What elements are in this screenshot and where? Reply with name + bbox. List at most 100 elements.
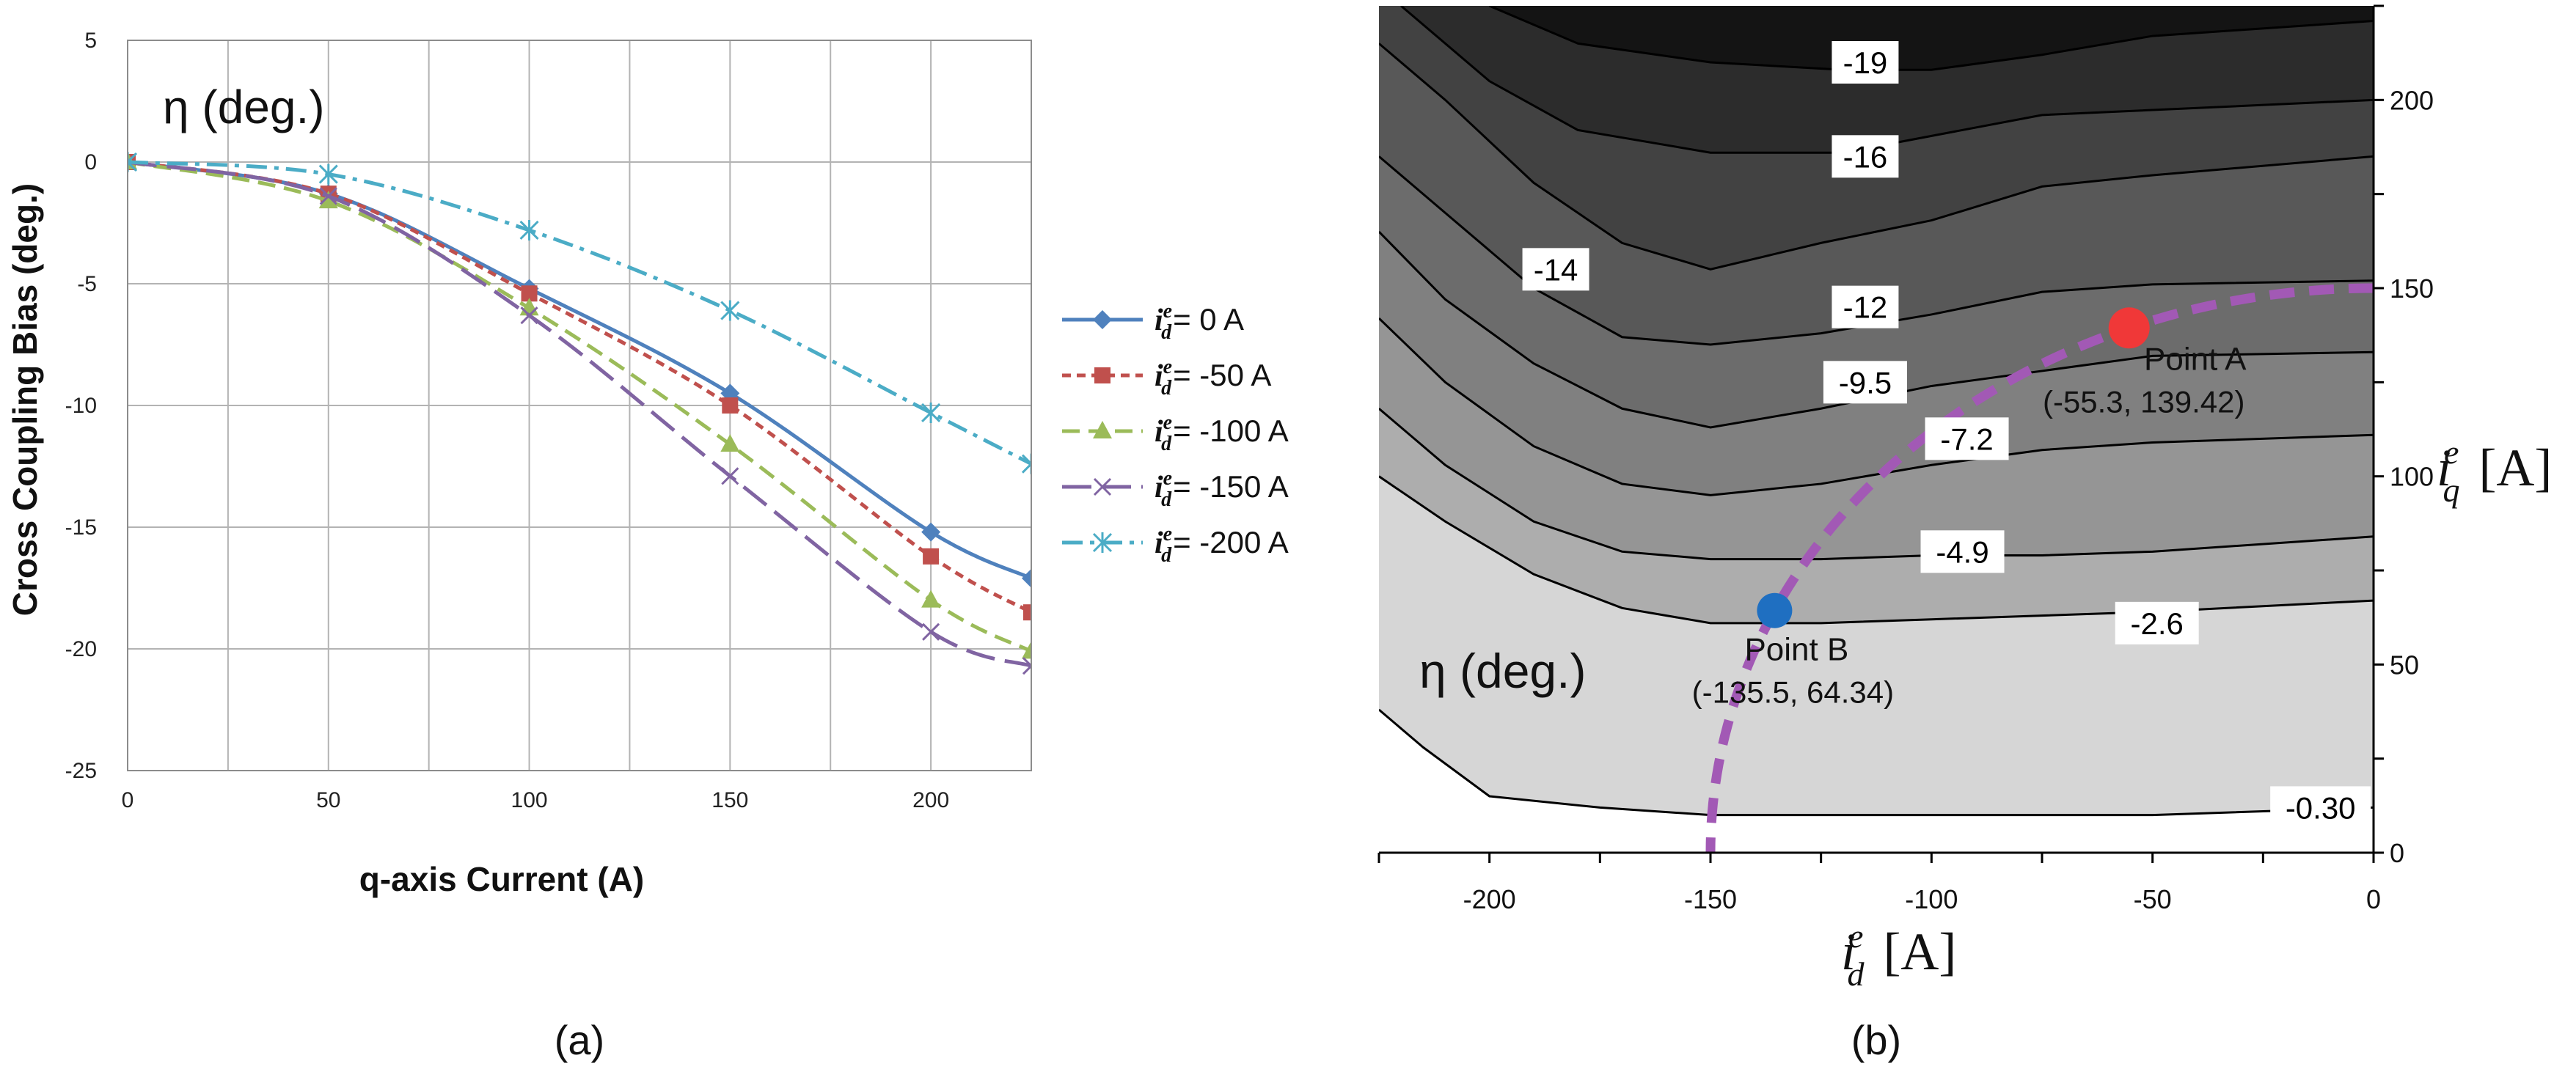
legend-label: ie d= 0 A: [1155, 300, 1244, 344]
x-tick-label: -200: [1463, 884, 1516, 914]
legend-label: ie d= -150 A: [1155, 467, 1289, 511]
y-tick-label: 0: [84, 150, 97, 175]
point-name: Point B: [1744, 632, 1848, 668]
panel-label-a: (a): [555, 1017, 604, 1063]
data-point-marker: [722, 397, 739, 414]
contour-level-label: -14: [1522, 248, 1589, 291]
contour-level-label-box: [2270, 786, 2371, 829]
data-point-marker: [1022, 657, 1031, 675]
y-tick-label: -15: [65, 515, 97, 540]
axes-b: -200 -150 -100 -50 00 50 100 150 200: [1377, 4, 2434, 914]
contour-level-label-text: -2.6: [2131, 606, 2184, 641]
data-point-marker: [720, 300, 740, 321]
legend-main: i: [1155, 471, 1163, 504]
legend-entry-2: ie d= -100 A: [1062, 411, 1289, 455]
legend-value: = -200 A: [1173, 525, 1289, 559]
contour-level-label-box: [2115, 601, 2199, 644]
contour-level-labels: -19 -16 -14 -12 -9.5 -7.2 -4.9 -2.6 -0.30: [1522, 41, 2371, 829]
legend-swatch-marker: [1093, 310, 1112, 329]
contour-line: [1400, 6, 2374, 154]
data-point-marker: [318, 164, 338, 185]
legend-sup: e: [1163, 300, 1172, 323]
contour-level-label-text: -9.5: [1839, 365, 1892, 400]
eta-label-b: η (deg.): [1419, 644, 1586, 698]
contour-level-label: -0.30: [2270, 786, 2371, 829]
data-point-marker: [520, 306, 538, 325]
eta-label-a: η (deg.): [163, 81, 325, 133]
legend-swatch-marker: [1094, 367, 1110, 383]
y-axis-label-unit: [A]: [2478, 438, 2552, 497]
legend-swatch-marker: [1092, 532, 1113, 553]
y-tick-label: -5: [77, 272, 97, 296]
series-a: [128, 152, 1031, 675]
x-tick-label: 200: [912, 788, 949, 812]
contour-level-label-text: -12: [1843, 290, 1888, 325]
legend-label: ie d= -50 A: [1155, 356, 1271, 400]
operating-point-marker: [2108, 307, 2150, 349]
y-tick-label: -10: [65, 394, 97, 418]
y-tick-label: 200: [2390, 85, 2434, 115]
operating-points: Point A (-55.3, 139.42) Point B (-135.5, 64…: [1692, 307, 2247, 710]
contour-line: [1379, 317, 2374, 496]
x-tick-label: -150: [1684, 884, 1737, 914]
contour-level-label-box: [1823, 361, 1907, 404]
contour-level-label-text: -4.9: [1936, 534, 1988, 569]
data-point-marker: [923, 548, 940, 565]
y-axis-label-a: Cross Coupling Bias (deg.): [6, 183, 44, 616]
contour-plot: [1379, 6, 2374, 853]
contour-level-label-text: -14: [1534, 252, 1578, 287]
contour-level-label-text: -0.30: [2286, 790, 2356, 825]
data-point-marker: [319, 187, 337, 205]
point-coords: (-135.5, 64.34): [1692, 675, 1895, 710]
legend-value: = 0 A: [1173, 302, 1244, 337]
legend-entry-4: ie d= -200 A: [1062, 523, 1289, 567]
x-tick-label: 150: [711, 788, 748, 812]
contour-line: [1379, 43, 2374, 271]
x-axis-label-sub: d: [1847, 955, 1865, 993]
legend-entry-3: ie d= -150 A: [1062, 467, 1289, 511]
legend-sup: e: [1163, 356, 1172, 378]
contour-level-label: -19: [1832, 41, 1899, 84]
y-tick-label: 0: [2390, 838, 2404, 868]
legend-main: i: [1155, 526, 1163, 560]
data-point-marker: [921, 589, 941, 608]
y-tick-label: 100: [2390, 462, 2434, 492]
point-coords: (-55.3, 139.42): [2043, 384, 2245, 419]
panel-label-b: (b): [1851, 1017, 1901, 1063]
point-name: Point A: [2144, 341, 2247, 377]
data-point-marker: [1022, 568, 1031, 588]
legend-a: ie d= 0 Aie d= -50 Aie d= -100 Aie d= -150 A…: [1062, 300, 1289, 567]
x-axis-label-main: i: [1841, 922, 1856, 981]
y-axis-label-sup: e: [2444, 433, 2459, 471]
contour-level-label: -12: [1832, 285, 1899, 328]
contour-line: [1379, 408, 2374, 561]
legend-value: = -100 A: [1173, 414, 1289, 448]
x-axis-label-sup: e: [1848, 917, 1863, 955]
legend-label: ie d= -100 A: [1155, 411, 1289, 455]
data-point-marker: [922, 622, 940, 641]
data-point-marker: [720, 434, 740, 452]
series-line-4: [128, 152, 1031, 474]
contour-level-label: -9.5: [1823, 361, 1907, 404]
contour-level-label: -7.2: [1925, 417, 2009, 460]
y-tick-label: 5: [84, 29, 97, 53]
x-tick-label: -50: [2134, 884, 2172, 914]
x-tick-label: -100: [1905, 884, 1958, 914]
plot-frame-a: [127, 40, 1032, 771]
legend-label: ie d= -200 A: [1155, 523, 1289, 567]
legend-swatch-marker: [1093, 477, 1112, 496]
contour-level-label-box: [1832, 285, 1899, 328]
legend-sub: d: [1161, 544, 1172, 567]
x-tick-label: 100: [511, 788, 548, 812]
legend-main: i: [1155, 415, 1163, 449]
contour-level-label-box: [1522, 248, 1589, 291]
contour-level-label-text: -19: [1843, 45, 1888, 80]
contour-level-label-box: [1925, 417, 2009, 460]
data-point-marker: [1022, 641, 1031, 659]
x-tick-label: 50: [316, 788, 340, 812]
contour-line: [1379, 155, 2374, 346]
